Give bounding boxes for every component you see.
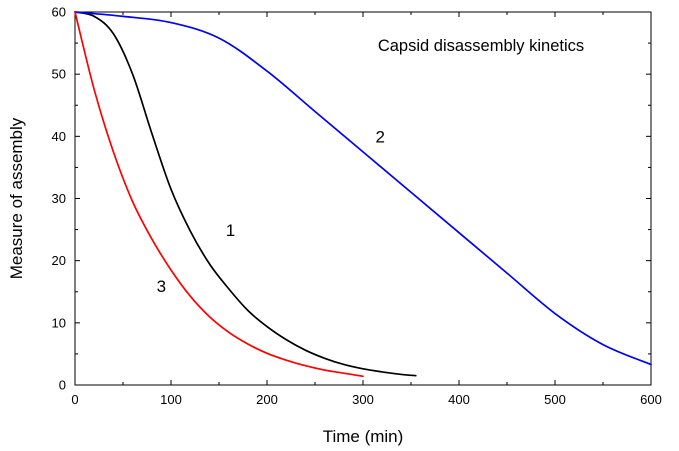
series-group [74, 11, 652, 378]
x-axis: 0 100 200 300 400 500 600 [71, 12, 662, 407]
y-axis-title: Measure of assembly [7, 117, 26, 279]
curve-labels: 1 2 3 [157, 128, 385, 296]
x-tick-label: 500 [544, 392, 566, 407]
plot-frame [74, 11, 652, 386]
x-tick-label: 200 [256, 392, 278, 407]
y-tick-label: 0 [59, 378, 66, 393]
series-line-1 [74, 11, 417, 377]
series-line-2 [74, 11, 652, 366]
x-tick-label: 100 [160, 392, 182, 407]
x-tick-label: 400 [448, 392, 470, 407]
y-tick-label: 60 [52, 5, 66, 20]
y-tick-label: 30 [52, 191, 66, 206]
y-axis: 0 10 20 30 40 50 60 [52, 5, 651, 393]
curve-label-1: 1 [226, 221, 235, 240]
y-tick-label: 40 [52, 129, 66, 144]
y-tick-label: 50 [52, 67, 66, 82]
curve-label-3: 3 [157, 277, 166, 296]
x-tick-label: 600 [640, 392, 662, 407]
curve-label-2: 2 [376, 128, 385, 147]
x-tick-label: 300 [352, 392, 374, 407]
x-axis-title: Time (min) [323, 427, 404, 446]
chart-title: Capsid disassembly kinetics [378, 37, 584, 55]
y-tick-label: 20 [52, 253, 66, 268]
series-line-3 [74, 11, 364, 378]
y-tick-label: 10 [52, 315, 66, 330]
x-tick-label: 0 [71, 392, 78, 407]
